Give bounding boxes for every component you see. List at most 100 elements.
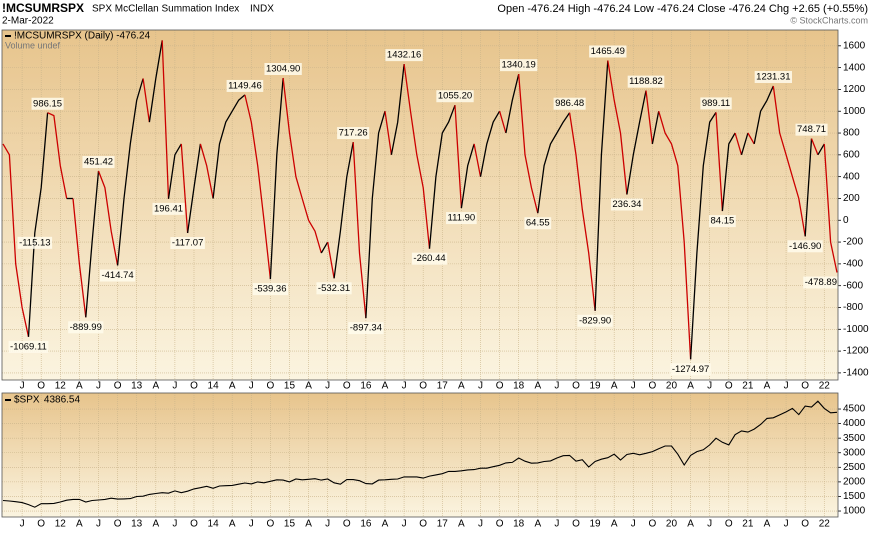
x-tick-label: J [554, 381, 559, 392]
value-label-box [795, 123, 828, 136]
value-label: -532.31 [318, 283, 350, 294]
x-tick-label: 18 [513, 519, 525, 530]
x-tick-label: 12 [55, 519, 67, 530]
x-tick-label: J [478, 381, 483, 392]
x-tick-label: J [784, 381, 789, 392]
y-tick-label: -1200 [843, 346, 869, 357]
x-tick-label: 22 [819, 381, 831, 392]
value-label: -478.89 [805, 277, 837, 288]
line-run [2, 143, 30, 337]
value-label: 1231.31 [756, 72, 790, 83]
x-tick-label: 20 [666, 519, 678, 530]
value-label-box [264, 63, 302, 76]
y-tick-label: 2000 [843, 477, 866, 488]
value-label-box [68, 321, 104, 334]
legend-name: $SPX [14, 395, 40, 406]
line-run [772, 85, 806, 237]
x-tick-label: O [114, 519, 122, 530]
y-tick-label: 1400 [843, 62, 866, 73]
x-tick-label: A [611, 381, 618, 392]
x-tick-label: J [631, 519, 636, 530]
y-tick-label: 2500 [843, 462, 866, 473]
line-run [365, 111, 386, 319]
x-tick-label: O [266, 519, 274, 530]
y-tick-label: 3500 [843, 433, 866, 444]
line-run [27, 112, 49, 337]
value-label-box [316, 282, 352, 295]
x-tick-label: 22 [819, 519, 831, 530]
x-tick-label: 14 [208, 519, 220, 530]
x-tick-label: 13 [131, 519, 143, 530]
x-tick-label: O [725, 519, 733, 530]
value-label: 196.41 [154, 203, 183, 214]
x-tick-label: O [190, 519, 198, 530]
x-tick-label: J [784, 519, 789, 530]
value-label: 64.55 [526, 218, 550, 229]
x-tick-label: O [496, 381, 504, 392]
value-label-box [17, 236, 53, 249]
value-label-box [709, 215, 736, 228]
value-label: 1149.46 [228, 80, 262, 91]
value-label-box [446, 212, 477, 225]
value-label-box [170, 237, 205, 250]
line-run [269, 77, 284, 280]
y-tick-label: 600 [843, 149, 860, 160]
x-tick-label: A [382, 381, 389, 392]
value-label-box [589, 45, 627, 58]
value-label: 1304.90 [266, 64, 300, 75]
line [2, 400, 838, 508]
x-tick-label: A [229, 519, 236, 530]
x-tick-label: 15 [284, 519, 296, 530]
line-run [568, 112, 596, 311]
line-run [333, 141, 354, 279]
y-tick-label: 3000 [843, 447, 866, 458]
line-run [715, 112, 724, 212]
value-label: 1188.82 [629, 76, 663, 87]
line-run [810, 138, 819, 156]
line-run [212, 94, 246, 199]
x-tick-label: J [402, 519, 407, 530]
y-tick-label: 1600 [843, 40, 866, 51]
x-tick-label: O [648, 519, 656, 530]
value-label-box [226, 79, 264, 92]
value-label: 1340.19 [502, 60, 536, 71]
x-tick-label: A [76, 381, 83, 392]
value-label: 748.71 [797, 124, 826, 135]
x-tick-label: 21 [742, 519, 754, 530]
y-tick-label: 4500 [843, 404, 866, 415]
value-label: -115.13 [19, 237, 51, 248]
line-run [282, 77, 322, 254]
legend-text: !MCSUMRSPX (Daily) -476.24 [14, 31, 151, 42]
x-tick-label: O [266, 381, 274, 392]
x-tick-label: O [419, 381, 427, 392]
legend-value: 4386.54 [44, 395, 81, 406]
x-tick-label: O [343, 381, 351, 392]
line-run [747, 132, 755, 145]
plot-frame [1, 392, 839, 518]
value-label: -897.34 [350, 323, 382, 334]
value-label: -829.90 [579, 315, 611, 326]
y-tick-label: -600 [843, 280, 863, 291]
line-run [823, 143, 838, 273]
x-tick-label: 19 [590, 519, 602, 530]
x-tick-label: O [114, 381, 122, 392]
line-run [384, 111, 393, 155]
line-run [85, 170, 100, 318]
x-tick-label: J [249, 381, 254, 392]
y-tick-label: 4000 [843, 418, 866, 429]
x-tick-label: O [648, 381, 656, 392]
y-tick-label: 400 [843, 171, 860, 182]
x-tick-label: J [707, 519, 712, 530]
x-tick-label: A [764, 519, 771, 530]
x-tick-label: O [37, 381, 45, 392]
line-run [186, 143, 202, 234]
value-label-box [803, 276, 839, 289]
line-run [607, 60, 628, 195]
value-label: 236.34 [612, 199, 641, 210]
line-run [753, 85, 774, 145]
line-run [47, 112, 68, 199]
credit: © StockCharts.com [790, 15, 868, 25]
x-tick-label: O [419, 519, 427, 530]
value-label-box [82, 156, 115, 169]
